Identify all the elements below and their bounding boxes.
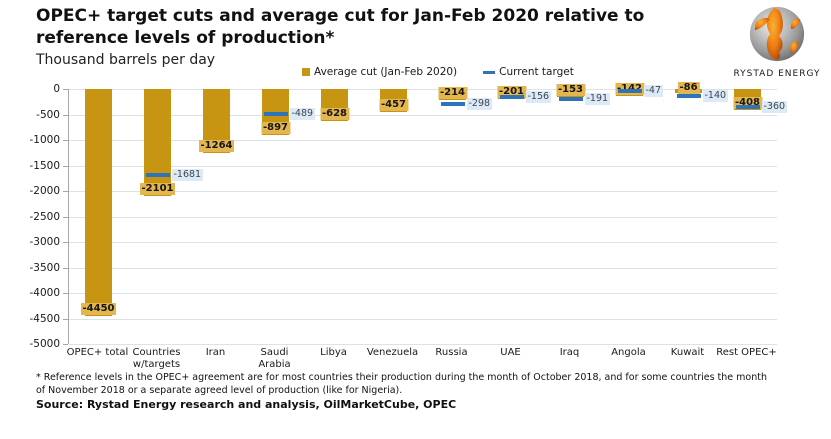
y-tick-label: -1000 (29, 134, 60, 146)
target-value-label: -360 (761, 101, 788, 113)
legend-label: Current target (499, 66, 574, 78)
y-axis-tick (63, 140, 68, 141)
bar (144, 89, 171, 197)
x-category-label: Venezuela (366, 347, 419, 358)
y-axis-tick (63, 191, 68, 192)
y-tick-label: -2000 (29, 185, 60, 197)
bar (85, 89, 112, 316)
y-tick-label: -3000 (29, 236, 60, 248)
chart-subtitle: Thousand barrels per day (36, 52, 216, 68)
y-tick-label: -3500 (29, 262, 60, 274)
y-axis-tick (63, 166, 68, 167)
grid-line (69, 293, 777, 294)
grid-line (69, 242, 777, 243)
y-axis-tick (63, 293, 68, 294)
grid-line (69, 166, 777, 167)
y-axis-tick (63, 268, 68, 269)
x-category-label: Iraq (559, 347, 580, 358)
legend-item-average-cut: Average cut (Jan-Feb 2020) (302, 66, 457, 78)
y-axis-tick (63, 89, 68, 90)
y-axis-tick (63, 217, 68, 218)
x-category-label: Angola (611, 347, 646, 358)
y-tick-label: -5000 (29, 338, 60, 350)
x-category-label: Libya (320, 347, 347, 358)
dash-swatch-icon (483, 70, 496, 74)
target-value-label: -298 (466, 98, 493, 110)
bar-value-label: -153 (555, 83, 586, 96)
x-category-label: Countries w/targets (132, 347, 181, 370)
logo-brand-text: RYSTAD ENERGY (733, 69, 821, 79)
target-value-label: -191 (584, 93, 611, 105)
y-tick-label: -4500 (29, 313, 60, 325)
x-category-label: OPEC+ total (66, 347, 129, 358)
target-value-label: -1681 (171, 169, 204, 181)
bar-value-label: -214 (437, 86, 468, 99)
x-category-label: UAE (500, 347, 521, 358)
y-axis-tick (63, 344, 68, 345)
target-value-label: -489 (289, 108, 316, 120)
bar-value-label: -2101 (139, 183, 176, 196)
footnote: * Reference levels in the OPEC+ agreemen… (36, 372, 767, 396)
y-tick-label: -500 (36, 109, 60, 121)
grid-line (69, 115, 777, 116)
target-value-label: -156 (525, 91, 552, 103)
rystad-logo: RYSTAD ENERGY (729, 4, 825, 79)
target-value-label: -47 (643, 85, 664, 97)
y-tick-label: -4000 (29, 287, 60, 299)
grid-line (69, 217, 777, 218)
target-dash (558, 97, 583, 101)
x-category-label: Iran (205, 347, 226, 358)
y-tick-label: 0 (53, 83, 60, 95)
y-axis-tick (63, 319, 68, 320)
bar-value-label: -86 (677, 82, 700, 94)
x-category-label: Rest OPEC+ (716, 347, 777, 358)
y-axis-tick (63, 242, 68, 243)
target-dash (440, 102, 465, 106)
grid-line (69, 319, 777, 320)
target-dash (263, 112, 288, 116)
legend-item-current-target: Current target (483, 66, 574, 78)
grid-line (69, 191, 777, 192)
source-line: Source: Rystad Energy research and analy… (36, 398, 457, 411)
y-tick-label: -2500 (29, 211, 60, 223)
x-category-label: Russia (435, 347, 468, 358)
grid-line (69, 268, 777, 269)
bar-value-label: -457 (378, 99, 409, 112)
y-axis-tick (63, 115, 68, 116)
y-tick-label: -1500 (29, 160, 60, 172)
target-dash (499, 95, 524, 99)
bar-value-label: -628 (319, 108, 350, 121)
chart-legend: Average cut (Jan-Feb 2020) Current targe… (302, 66, 574, 78)
bar-value-label: -897 (260, 121, 291, 134)
grid-line (69, 344, 777, 345)
chart-plot-area: -4450 -2101 -1681 -1264 -897 -489 -628 -457 -214… (63, 82, 788, 345)
target-dash (735, 105, 760, 109)
globe-icon (747, 6, 807, 68)
grid-line (69, 140, 777, 141)
bar-value-label: -4450 (80, 302, 117, 315)
grid-line (69, 89, 777, 90)
bar-value-label: -1264 (198, 140, 235, 153)
legend-label: Average cut (Jan-Feb 2020) (314, 66, 458, 78)
x-category-label: Saudi Arabia (258, 347, 291, 370)
target-dash (145, 173, 170, 177)
target-dash (617, 89, 642, 93)
target-dash (676, 94, 701, 98)
target-value-label: -140 (702, 90, 729, 102)
chart-title: OPEC+ target cuts and average cut for Ja… (36, 6, 645, 48)
x-category-label: Kuwait (670, 347, 705, 358)
bar-swatch-icon (302, 68, 310, 76)
